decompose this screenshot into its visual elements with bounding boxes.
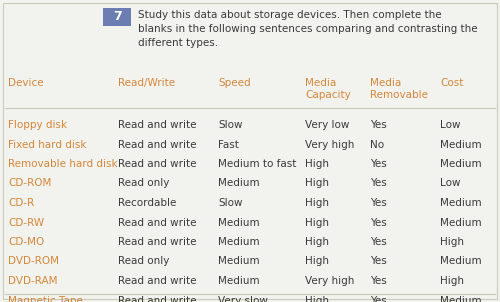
Text: Fast: Fast: [218, 140, 239, 149]
Text: Medium: Medium: [218, 217, 260, 227]
FancyBboxPatch shape: [103, 8, 131, 26]
Text: Removable hard disk: Removable hard disk: [8, 159, 117, 169]
Text: Very high: Very high: [305, 276, 354, 286]
Text: Read and write: Read and write: [118, 237, 196, 247]
Text: Medium: Medium: [218, 256, 260, 266]
Text: Read and write: Read and write: [118, 217, 196, 227]
Text: Read/Write: Read/Write: [118, 78, 175, 88]
Text: Medium: Medium: [440, 217, 482, 227]
Text: Medium: Medium: [440, 159, 482, 169]
Text: Yes: Yes: [370, 237, 387, 247]
Text: High: High: [305, 295, 329, 302]
Text: Read and write: Read and write: [118, 295, 196, 302]
Text: Yes: Yes: [370, 295, 387, 302]
Text: Read only: Read only: [118, 256, 170, 266]
Text: Media
Capacity: Media Capacity: [305, 78, 351, 100]
Text: Read and write: Read and write: [118, 276, 196, 286]
Text: Medium: Medium: [218, 237, 260, 247]
Text: CD-ROM: CD-ROM: [8, 178, 52, 188]
Text: Low: Low: [440, 178, 460, 188]
Text: Cost: Cost: [440, 78, 464, 88]
Text: Yes: Yes: [370, 276, 387, 286]
Text: Medium: Medium: [218, 178, 260, 188]
Text: Medium: Medium: [218, 276, 260, 286]
Text: Study this data about storage devices. Then complete the
blanks in the following: Study this data about storage devices. T…: [138, 10, 477, 48]
Text: High: High: [305, 178, 329, 188]
Text: Fixed hard disk: Fixed hard disk: [8, 140, 86, 149]
Text: High: High: [305, 198, 329, 208]
Text: Yes: Yes: [370, 198, 387, 208]
Text: Yes: Yes: [370, 256, 387, 266]
Text: Yes: Yes: [370, 120, 387, 130]
Text: CD-R: CD-R: [8, 198, 34, 208]
Text: DVD-RAM: DVD-RAM: [8, 276, 58, 286]
Text: Read only: Read only: [118, 178, 170, 188]
Text: Very high: Very high: [305, 140, 354, 149]
Text: High: High: [305, 237, 329, 247]
Text: High: High: [305, 217, 329, 227]
Text: Medium: Medium: [440, 256, 482, 266]
Text: Read and write: Read and write: [118, 159, 196, 169]
Text: CD-RW: CD-RW: [8, 217, 44, 227]
Text: Slow: Slow: [218, 198, 242, 208]
Text: Device: Device: [8, 78, 44, 88]
Text: Floppy disk: Floppy disk: [8, 120, 67, 130]
Text: DVD-ROM: DVD-ROM: [8, 256, 59, 266]
Text: High: High: [440, 276, 464, 286]
Text: Slow: Slow: [218, 120, 242, 130]
Text: Read and write: Read and write: [118, 140, 196, 149]
Text: High: High: [305, 256, 329, 266]
FancyBboxPatch shape: [3, 3, 497, 299]
Text: High: High: [305, 159, 329, 169]
Text: Read and write: Read and write: [118, 120, 196, 130]
Text: Medium: Medium: [440, 198, 482, 208]
Text: Very slow: Very slow: [218, 295, 268, 302]
Text: Medium: Medium: [440, 140, 482, 149]
Text: Very low: Very low: [305, 120, 350, 130]
Text: 7: 7: [112, 11, 122, 24]
Text: Yes: Yes: [370, 159, 387, 169]
Text: Media
Removable: Media Removable: [370, 78, 428, 100]
Text: Medium: Medium: [440, 295, 482, 302]
Text: CD-MO: CD-MO: [8, 237, 44, 247]
Text: Yes: Yes: [370, 217, 387, 227]
Text: Magnetic Tape: Magnetic Tape: [8, 295, 83, 302]
Text: No: No: [370, 140, 384, 149]
Text: High: High: [440, 237, 464, 247]
Text: Medium to fast: Medium to fast: [218, 159, 296, 169]
Text: Recordable: Recordable: [118, 198, 176, 208]
Text: Speed: Speed: [218, 78, 250, 88]
Text: Low: Low: [440, 120, 460, 130]
Text: Yes: Yes: [370, 178, 387, 188]
